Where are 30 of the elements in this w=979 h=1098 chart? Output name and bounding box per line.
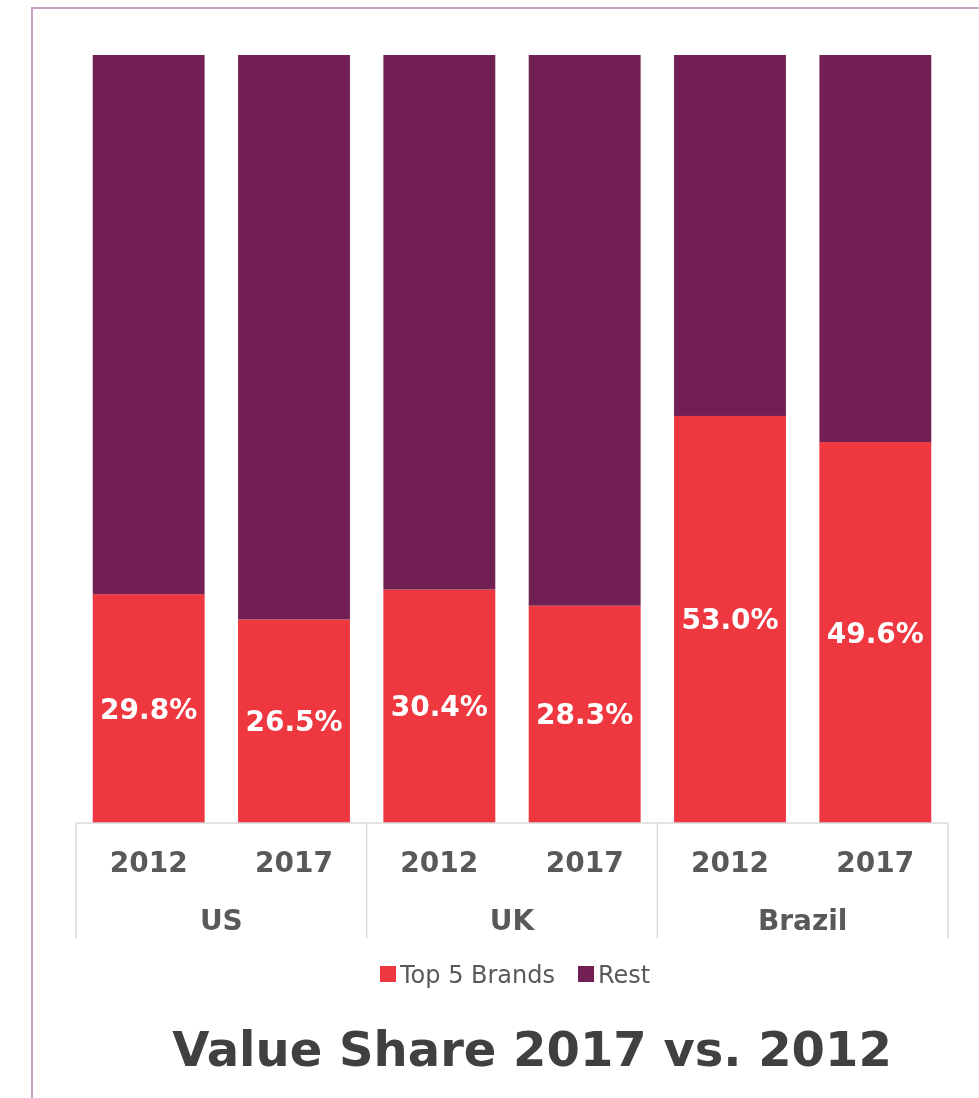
bar [528, 605, 641, 823]
text: US [199, 904, 243, 937]
data-label: 49.6% [826, 616, 924, 650]
data-label: 29.8% [100, 692, 198, 726]
bar [238, 619, 350, 823]
text: Brazil [757, 904, 848, 937]
legend-label: Rest [598, 961, 651, 989]
text: UK [489, 904, 536, 937]
bar [383, 589, 496, 823]
bar [92, 55, 205, 595]
bar [819, 442, 932, 823]
data-label: 53.0% [681, 603, 779, 637]
bar [819, 55, 932, 443]
bar [383, 55, 496, 590]
x-tick-label: 2012 [691, 846, 769, 879]
x-tick-label: 2012 [109, 846, 188, 879]
data-label: 30.4% [390, 690, 488, 724]
data-label: 26.5% [245, 705, 343, 739]
bar [674, 415, 786, 823]
bar [92, 594, 205, 823]
x-tick-label: 2017 [545, 846, 624, 879]
bar [238, 55, 350, 620]
text: Value Share 2017 vs. 2012 [172, 1021, 892, 1077]
legend-label: Top 5 Brands [399, 961, 556, 989]
bar [528, 55, 641, 606]
bar [674, 55, 786, 416]
x-tick-label: 2012 [400, 846, 479, 879]
x-tick-label: 2017 [836, 846, 915, 879]
x-tick-label: 2017 [255, 846, 333, 879]
data-label: 28.3% [536, 698, 634, 732]
